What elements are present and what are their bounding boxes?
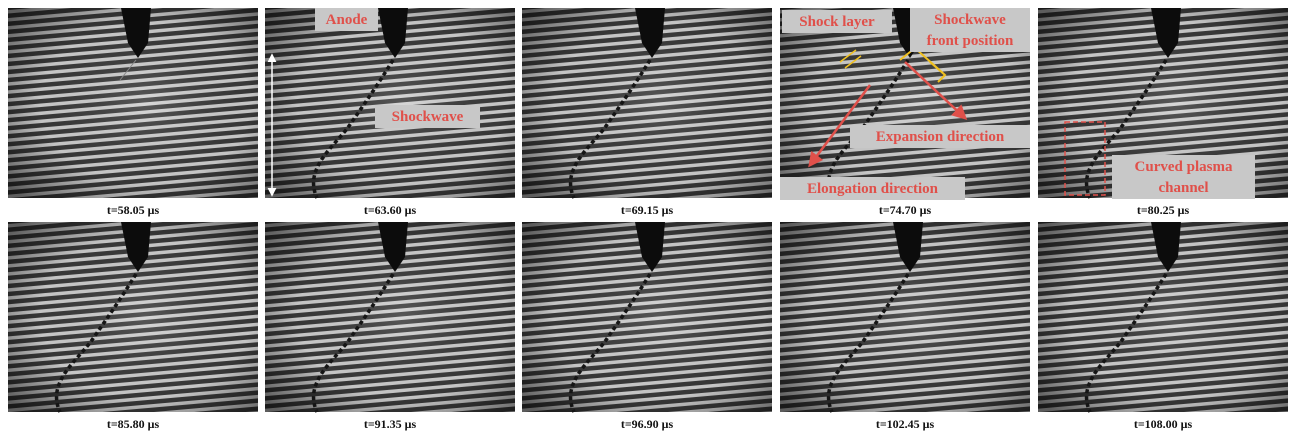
plasma-channel (568, 59, 652, 199)
panel (265, 8, 515, 199)
time-label: t=69.15 μs (621, 203, 674, 217)
plasma-channel (826, 273, 910, 413)
time-label: t=58.05 μs (107, 203, 160, 217)
electrode (635, 222, 665, 272)
time-label: t=80.25 μs (1137, 203, 1190, 217)
annotation-text: front position (927, 33, 1014, 49)
plasma-channel (119, 59, 137, 81)
time-label: t=74.70 μs (879, 203, 932, 217)
time-label: t=63.60 μs (364, 203, 417, 217)
annotation-text: channel (1158, 180, 1208, 196)
time-label: t=96.90 μs (621, 417, 674, 431)
time-label: t=85.80 μs (107, 417, 160, 431)
plasma-channel (311, 59, 395, 199)
plasma-channel (568, 273, 652, 413)
electrode (893, 222, 923, 272)
annotation-text: Expansion direction (876, 129, 1005, 145)
time-label: t=91.35 μs (364, 417, 417, 431)
time-label: t=108.00 μs (1134, 417, 1193, 431)
channel-box (1064, 121, 1106, 196)
annotation-text: Anode (326, 12, 368, 28)
panel (522, 222, 772, 413)
panel (780, 222, 1030, 413)
electrode (635, 8, 665, 58)
annotation-box (780, 177, 965, 200)
panel (265, 222, 515, 413)
time-label: t=102.45 μs (876, 417, 935, 431)
plasma-channel (54, 273, 138, 413)
shock-layer-mark (839, 49, 862, 69)
annotation-text: Shockwave (934, 12, 1006, 28)
electrode (1151, 222, 1181, 272)
electrode (378, 222, 408, 272)
electrode (378, 8, 408, 58)
panel (8, 222, 258, 413)
annotation-text: Curved plasma (1135, 159, 1233, 175)
plasma-channel (311, 273, 395, 413)
annotation-text: Elongation direction (807, 181, 939, 197)
annotation-text: Shockwave (392, 109, 464, 125)
panel (1038, 222, 1288, 413)
electrode (121, 8, 151, 58)
annotation-box (910, 8, 1030, 52)
expansion-arrow (904, 61, 968, 121)
panel (522, 8, 772, 199)
plasma-channel (1084, 59, 1168, 199)
annotation-box (1112, 155, 1255, 199)
plasma-channel (1084, 273, 1168, 413)
electrode (1151, 8, 1181, 58)
panel (8, 8, 258, 198)
annotation-box (315, 8, 378, 31)
annotation-box (375, 105, 480, 128)
annotation-text: Shock layer (799, 14, 875, 30)
annotation-box (782, 10, 892, 33)
electrode (121, 222, 151, 272)
elongation-arrow (808, 84, 871, 168)
annotation-box (850, 125, 1030, 148)
